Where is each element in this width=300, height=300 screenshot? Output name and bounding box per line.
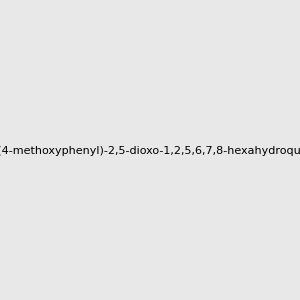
Text: N-(2-fluorophenyl)-1-(4-methoxyphenyl)-2,5-dioxo-1,2,5,6,7,8-hexahydroquinoline-: N-(2-fluorophenyl)-1-(4-methoxyphenyl)-2… — [0, 146, 300, 157]
